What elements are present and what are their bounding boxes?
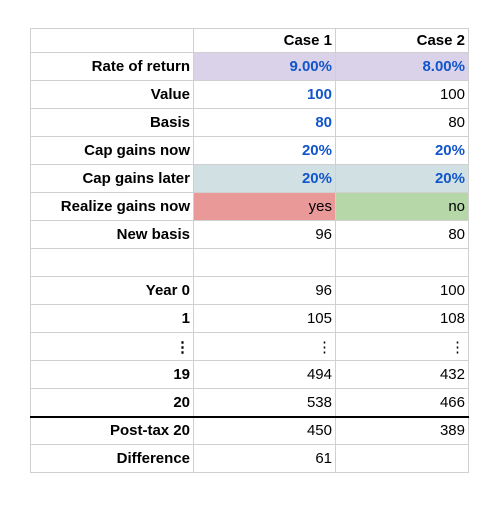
column-header: Case 2 — [335, 28, 469, 53]
value-cell: ⋮ — [193, 332, 336, 361]
value-cell: 8.00% — [335, 52, 469, 81]
spacer-row — [30, 248, 469, 277]
data-row: Basis 80 80 — [30, 108, 469, 137]
data-row: Post-tax 20 450 389 — [30, 415, 469, 445]
row-label: 1 — [30, 304, 194, 333]
data-row: 20 538 466 — [30, 388, 469, 417]
row-label: Realize gains now — [30, 192, 194, 221]
row-label: Cap gains later — [30, 164, 194, 193]
value-cell: 432 — [335, 360, 469, 389]
value-cell: 100 — [335, 276, 469, 305]
value-cell: 450 — [193, 415, 336, 445]
data-row: Value 100 100 — [30, 80, 469, 109]
value-cell: 96 — [193, 276, 336, 305]
value-cell: 80 — [335, 108, 469, 137]
empty-cell — [193, 248, 336, 277]
value-cell: 80 — [193, 108, 336, 137]
value-cell: 20% — [335, 164, 469, 193]
row-label: ⋮ — [30, 332, 194, 361]
value-cell: 20% — [193, 136, 336, 165]
value-cell: 466 — [335, 388, 469, 417]
value-cell: no — [335, 192, 469, 221]
value-cell: 494 — [193, 360, 336, 389]
value-cell: 61 — [193, 444, 336, 473]
value-cell: 80 — [335, 220, 469, 249]
row-label: Rate of return — [30, 52, 194, 81]
data-row: ⋮ ⋮ ⋮ — [30, 332, 469, 361]
value-cell: 108 — [335, 304, 469, 333]
data-row: Cap gains later 20% 20% — [30, 164, 469, 193]
value-cell: 96 — [193, 220, 336, 249]
row-label: New basis — [30, 220, 194, 249]
value-cell: 105 — [193, 304, 336, 333]
data-row: 19 494 432 — [30, 360, 469, 389]
row-label: Year 0 — [30, 276, 194, 305]
row-label: Value — [30, 80, 194, 109]
header-row: Case 1 Case 2 — [30, 28, 469, 53]
spreadsheet: Case 1 Case 2 Rate of return 9.00% 8.00% Va… — [30, 28, 469, 473]
row-label: Difference — [30, 444, 194, 473]
row-label: Basis — [30, 108, 194, 137]
sheet-body: Case 1 Case 2 Rate of return 9.00% 8.00% Va… — [30, 28, 469, 473]
value-cell: 389 — [335, 415, 469, 445]
data-row: New basis 96 80 — [30, 220, 469, 249]
corner-cell — [30, 28, 194, 53]
value-cell: 20% — [193, 164, 336, 193]
data-row: Cap gains now 20% 20% — [30, 136, 469, 165]
value-cell: 100 — [335, 80, 469, 109]
row-label: Cap gains now — [30, 136, 194, 165]
value-cell: 538 — [193, 388, 336, 417]
value-cell: ⋮ — [335, 332, 469, 361]
empty-cell — [335, 248, 469, 277]
data-row: Year 0 96 100 — [30, 276, 469, 305]
row-label: 19 — [30, 360, 194, 389]
data-row: Difference 61 — [30, 444, 469, 473]
row-label: 20 — [30, 388, 194, 417]
empty-cell — [30, 248, 194, 277]
value-cell: 100 — [193, 80, 336, 109]
data-row: 1 105 108 — [30, 304, 469, 333]
value-cell: 20% — [335, 136, 469, 165]
data-row: Rate of return 9.00% 8.00% — [30, 52, 469, 81]
value-cell: yes — [193, 192, 336, 221]
column-header: Case 1 — [193, 28, 336, 53]
value-cell: 9.00% — [193, 52, 336, 81]
row-label: Post-tax 20 — [30, 415, 194, 445]
data-row: Realize gains now yes no — [30, 192, 469, 221]
empty-cell — [335, 444, 469, 473]
